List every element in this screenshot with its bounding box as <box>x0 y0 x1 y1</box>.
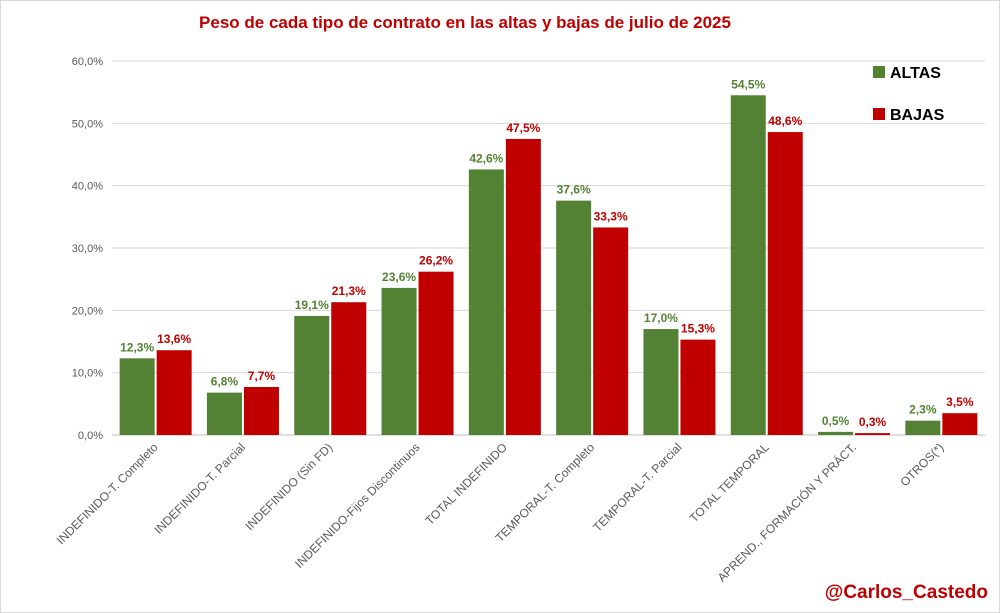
chart-title: Peso de cada tipo de contrato en las alt… <box>199 13 731 32</box>
data-label: 47,5% <box>506 121 540 135</box>
altas-bar <box>294 315 330 435</box>
y-tick-label: 0,0% <box>78 430 103 442</box>
altas-bar <box>556 200 592 435</box>
bajas-bar <box>505 138 541 435</box>
x-tick-label: TEMPORAL-T. Parcial <box>590 440 684 534</box>
author-signature: @Carlos_Castedo <box>824 582 988 603</box>
data-label: 13,6% <box>157 332 191 346</box>
data-label: 3,5% <box>946 395 974 409</box>
bajas-bar <box>243 387 279 435</box>
y-tick-label: 30,0% <box>72 243 103 255</box>
y-tick-label: 40,0% <box>72 181 103 193</box>
data-label: 42,6% <box>469 151 503 165</box>
bajas-bar <box>767 132 803 435</box>
data-label: 19,1% <box>295 298 329 312</box>
altas-bar <box>468 169 504 435</box>
x-tick-label: INDEFINIDO-T. Completo <box>54 440 161 547</box>
y-tick-label: 20,0% <box>72 305 103 317</box>
bajas-bar <box>680 339 716 435</box>
data-label: 0,5% <box>822 414 850 428</box>
x-tick-label: TOTAL INDEFINIDO <box>422 440 510 528</box>
x-tick-label: APREND., FORMACIÓN Y PRÁCT. <box>714 440 859 585</box>
bajas-bar <box>156 350 192 435</box>
legend-label: BAJAS <box>890 107 945 124</box>
data-label: 48,6% <box>768 114 802 128</box>
bajas-bar <box>593 227 629 435</box>
data-label: 37,6% <box>557 183 591 197</box>
data-label: 21,3% <box>332 284 366 298</box>
bajas-bar <box>331 302 367 435</box>
data-label: 23,6% <box>382 270 416 284</box>
bajas-bar <box>855 433 891 435</box>
x-tick-label: INDEFINIDO-T. Parcial <box>151 440 248 537</box>
legend-swatch <box>873 66 885 78</box>
x-tick-label: TOTAL TEMPORAL <box>687 440 772 525</box>
altas-bar <box>643 329 679 435</box>
x-tick-label: TEMPORAL-T. Completo <box>493 440 598 545</box>
data-label: 7,7% <box>248 369 276 383</box>
legend-swatch <box>873 108 885 120</box>
data-label: 6,8% <box>211 375 239 389</box>
altas-bar <box>730 95 766 436</box>
data-label: 12,3% <box>120 340 154 354</box>
altas-bar <box>905 420 941 435</box>
bajas-bar <box>942 413 978 435</box>
data-label: 2,3% <box>909 403 937 417</box>
altas-bar <box>206 392 242 435</box>
bajas-bar <box>418 271 454 435</box>
data-label: 15,3% <box>681 322 715 336</box>
data-label: 17,0% <box>644 311 678 325</box>
altas-bar <box>381 287 417 435</box>
data-label: 26,2% <box>419 254 453 268</box>
data-label: 0,3% <box>859 415 887 429</box>
y-tick-label: 60,0% <box>72 56 103 68</box>
altas-bar <box>119 358 155 435</box>
altas-bar <box>818 431 854 435</box>
y-tick-label: 50,0% <box>72 118 103 130</box>
x-tick-label: OTROS(*) <box>897 440 946 489</box>
data-label: 54,5% <box>731 77 765 91</box>
x-tick-label: INDEFINIDO (Sin FD) <box>242 440 335 533</box>
data-label: 33,3% <box>594 209 628 223</box>
y-tick-label: 10,0% <box>72 368 103 380</box>
legend-label: ALTAS <box>890 65 941 82</box>
